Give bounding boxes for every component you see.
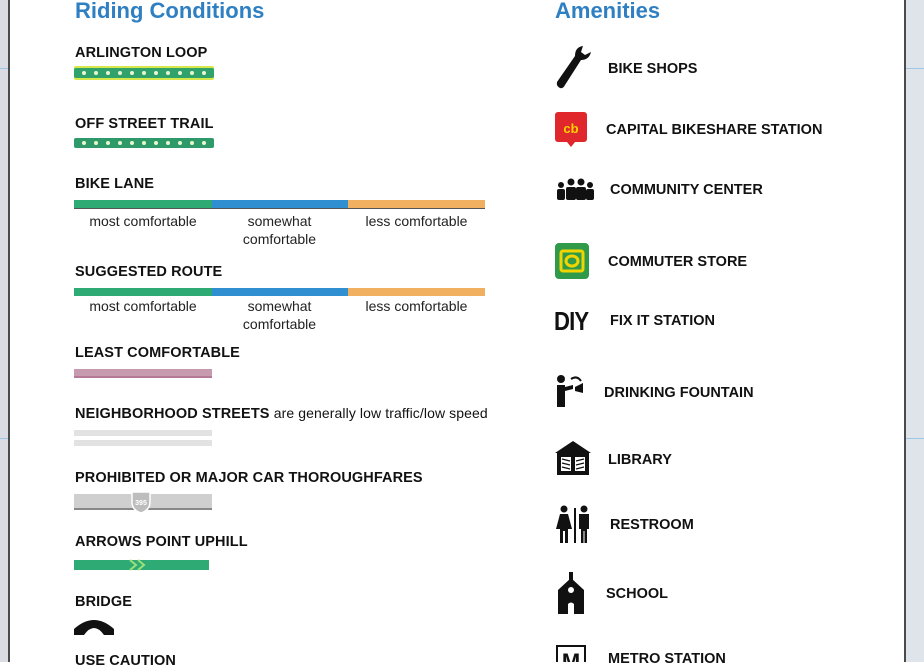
suggested-route-level-label: most comfortable bbox=[89, 298, 197, 314]
library-icon bbox=[555, 441, 591, 475]
page-border-right bbox=[904, 0, 906, 662]
off-street-trail-line-symbol bbox=[74, 138, 214, 148]
uphill-arrows-icon bbox=[129, 559, 146, 571]
trail-dot bbox=[142, 71, 146, 75]
least-comfortable-swatch bbox=[74, 369, 212, 378]
trail-dot bbox=[202, 71, 206, 75]
suggested-route-level-label: less comfortable bbox=[365, 298, 468, 314]
trail-dot bbox=[178, 71, 182, 75]
bikeshare-icon: cb bbox=[555, 112, 587, 147]
trail-dot bbox=[166, 141, 170, 145]
amenity-label-school: SCHOOL bbox=[606, 586, 669, 602]
riding-conditions-title: Riding Conditions bbox=[75, 0, 265, 23]
amenities-title: Amenities bbox=[555, 0, 661, 23]
trail-dot bbox=[118, 71, 122, 75]
suggested-route-most-comfortable-swatch bbox=[74, 288, 212, 296]
amenity-label-metro-station: METRO STATION bbox=[608, 651, 726, 667]
diy-icon: DIY bbox=[554, 306, 589, 336]
suggested-route-level-label: somewhat comfortable bbox=[242, 298, 317, 332]
trail-dot bbox=[94, 141, 98, 145]
trail-dot bbox=[154, 71, 158, 75]
trail-dot bbox=[94, 71, 98, 75]
bridge-icon bbox=[74, 620, 114, 635]
bike-lane-level-label: most comfortable bbox=[89, 213, 197, 229]
amenity-label-library: LIBRARY bbox=[608, 452, 672, 468]
arlington-loop-line-symbol bbox=[74, 68, 214, 78]
legend-label-use-caution: USE CAUTION bbox=[75, 653, 176, 669]
trail-dot bbox=[166, 71, 170, 75]
neighborhood-streets-swatch bbox=[74, 440, 212, 446]
guide-line bbox=[906, 438, 924, 439]
suggested-route-less-comfortable-swatch bbox=[348, 288, 485, 296]
wrench-icon bbox=[556, 46, 591, 89]
svg-text:395: 395 bbox=[135, 500, 147, 507]
suggested-route-somewhat-comfortable-swatch bbox=[212, 288, 348, 296]
trail-dot bbox=[154, 141, 158, 145]
trail-dot bbox=[106, 141, 110, 145]
amenity-label-community-center: COMMUNITY CENTER bbox=[610, 182, 763, 198]
trail-dot bbox=[82, 141, 86, 145]
bike-lane-somewhat-comfortable-swatch bbox=[212, 200, 348, 209]
page-frame-right bbox=[906, 0, 924, 662]
amenity-label-drinking-fountain: DRINKING FOUNTAIN bbox=[604, 385, 754, 401]
uphill-arrows-swatch bbox=[74, 560, 209, 570]
amenity-label-commuter-store: COMMUTER STORE bbox=[608, 254, 748, 270]
amenity-label-capital-bikeshare: CAPITAL BIKESHARE STATION bbox=[606, 122, 823, 138]
guide-line bbox=[0, 438, 8, 439]
trail-dot bbox=[202, 141, 206, 145]
bike-lane-level-label: less comfortable bbox=[365, 213, 468, 229]
amenity-label-restroom: RESTROOM bbox=[610, 517, 694, 533]
restroom-icon bbox=[556, 505, 589, 543]
trail-dot bbox=[142, 141, 146, 145]
neighborhood-streets-swatch bbox=[74, 430, 212, 436]
legend-label-bridge: BRIDGE bbox=[75, 594, 132, 610]
trail-dot bbox=[130, 141, 134, 145]
bike-lane-most-comfortable-swatch bbox=[74, 200, 212, 209]
page-border-left bbox=[8, 0, 10, 662]
guide-line bbox=[0, 68, 8, 69]
trail-dot bbox=[190, 71, 194, 75]
legend-label-bike-lane: BIKE LANE bbox=[75, 176, 155, 192]
svg-text:cb: cb bbox=[563, 121, 578, 136]
legend-label-neighborhood-streets: NEIGHBORHOOD STREETS are generally low t… bbox=[75, 405, 488, 422]
amenity-label-fix-it-station: FIX IT STATION bbox=[610, 313, 715, 329]
bike-lane-level-label: somewhat comfortable bbox=[242, 213, 317, 247]
legend-label-prohibited-thoroughfares: PROHIBITED OR MAJOR CAR THOROUGHFARES bbox=[75, 470, 423, 486]
page-frame-left bbox=[0, 0, 8, 662]
legend-label-off-street-trail: OFF STREET TRAIL bbox=[75, 116, 214, 132]
trail-dot bbox=[106, 71, 110, 75]
people-group-icon bbox=[557, 178, 594, 200]
trail-dot bbox=[82, 71, 86, 75]
interstate-shield-icon: 395 bbox=[131, 491, 151, 514]
trail-dot bbox=[178, 141, 182, 145]
svg-text:M: M bbox=[562, 649, 580, 662]
commuter-store-icon bbox=[555, 243, 589, 279]
guide-line bbox=[906, 68, 924, 69]
legend-label-suggested-route: SUGGESTED ROUTE bbox=[75, 264, 223, 280]
amenity-label-bike-shops: BIKE SHOPS bbox=[608, 61, 698, 77]
legend-label-least-comfortable: LEAST COMFORTABLE bbox=[75, 345, 240, 361]
metro-icon: M bbox=[556, 645, 586, 662]
school-icon bbox=[558, 572, 584, 614]
trail-dot bbox=[130, 71, 134, 75]
drinking-fountain-icon bbox=[557, 375, 583, 407]
trail-dot bbox=[190, 141, 194, 145]
legend-label-arrows-point-uphill: ARROWS POINT UPHILL bbox=[75, 534, 248, 550]
trail-dot bbox=[118, 141, 122, 145]
legend-label-arlington-loop: ARLINGTON LOOP bbox=[75, 45, 208, 61]
bike-lane-less-comfortable-swatch bbox=[348, 200, 485, 209]
